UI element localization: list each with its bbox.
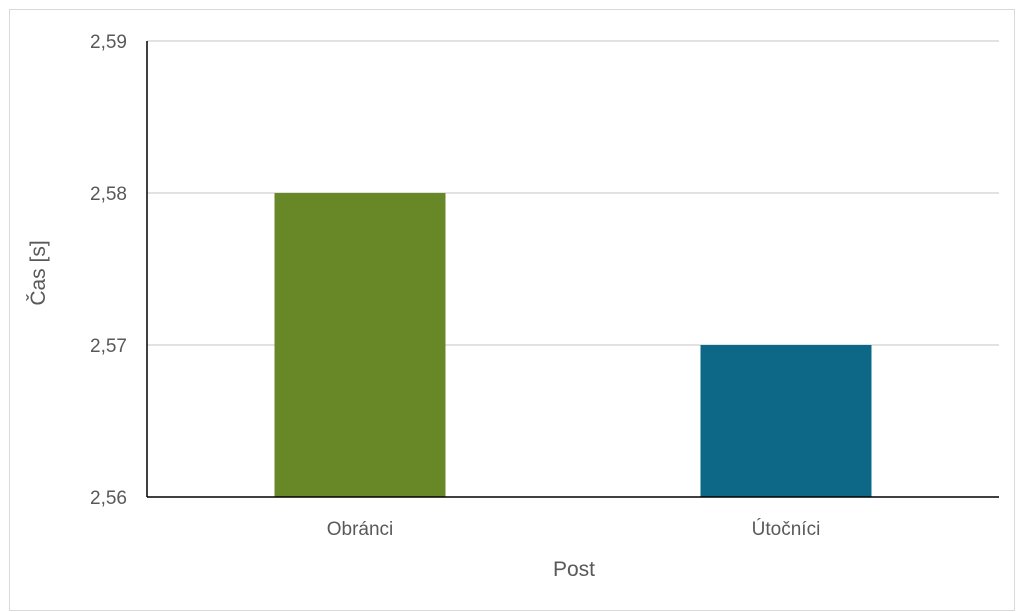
y-tick-label: 2,57 [90,336,127,357]
bar [274,193,446,497]
y-axis-title: Čas [s] [27,240,50,305]
x-axis-title: Post [553,558,595,581]
chart-frame [9,9,1015,611]
bars [274,193,872,497]
y-tick-labels: 2,56 2,57 2,58 2,59 [90,32,127,509]
x-tick-label: Obránci [327,519,394,540]
y-tick-label: 2,56 [90,488,127,509]
y-tick-label: 2,59 [90,32,127,53]
x-tick-labels: Obránci Útočníci [327,518,821,540]
bar [700,345,872,497]
y-tick-label: 2,58 [90,184,127,205]
x-tick-label: Útočníci [752,518,821,540]
axes [146,41,999,498]
